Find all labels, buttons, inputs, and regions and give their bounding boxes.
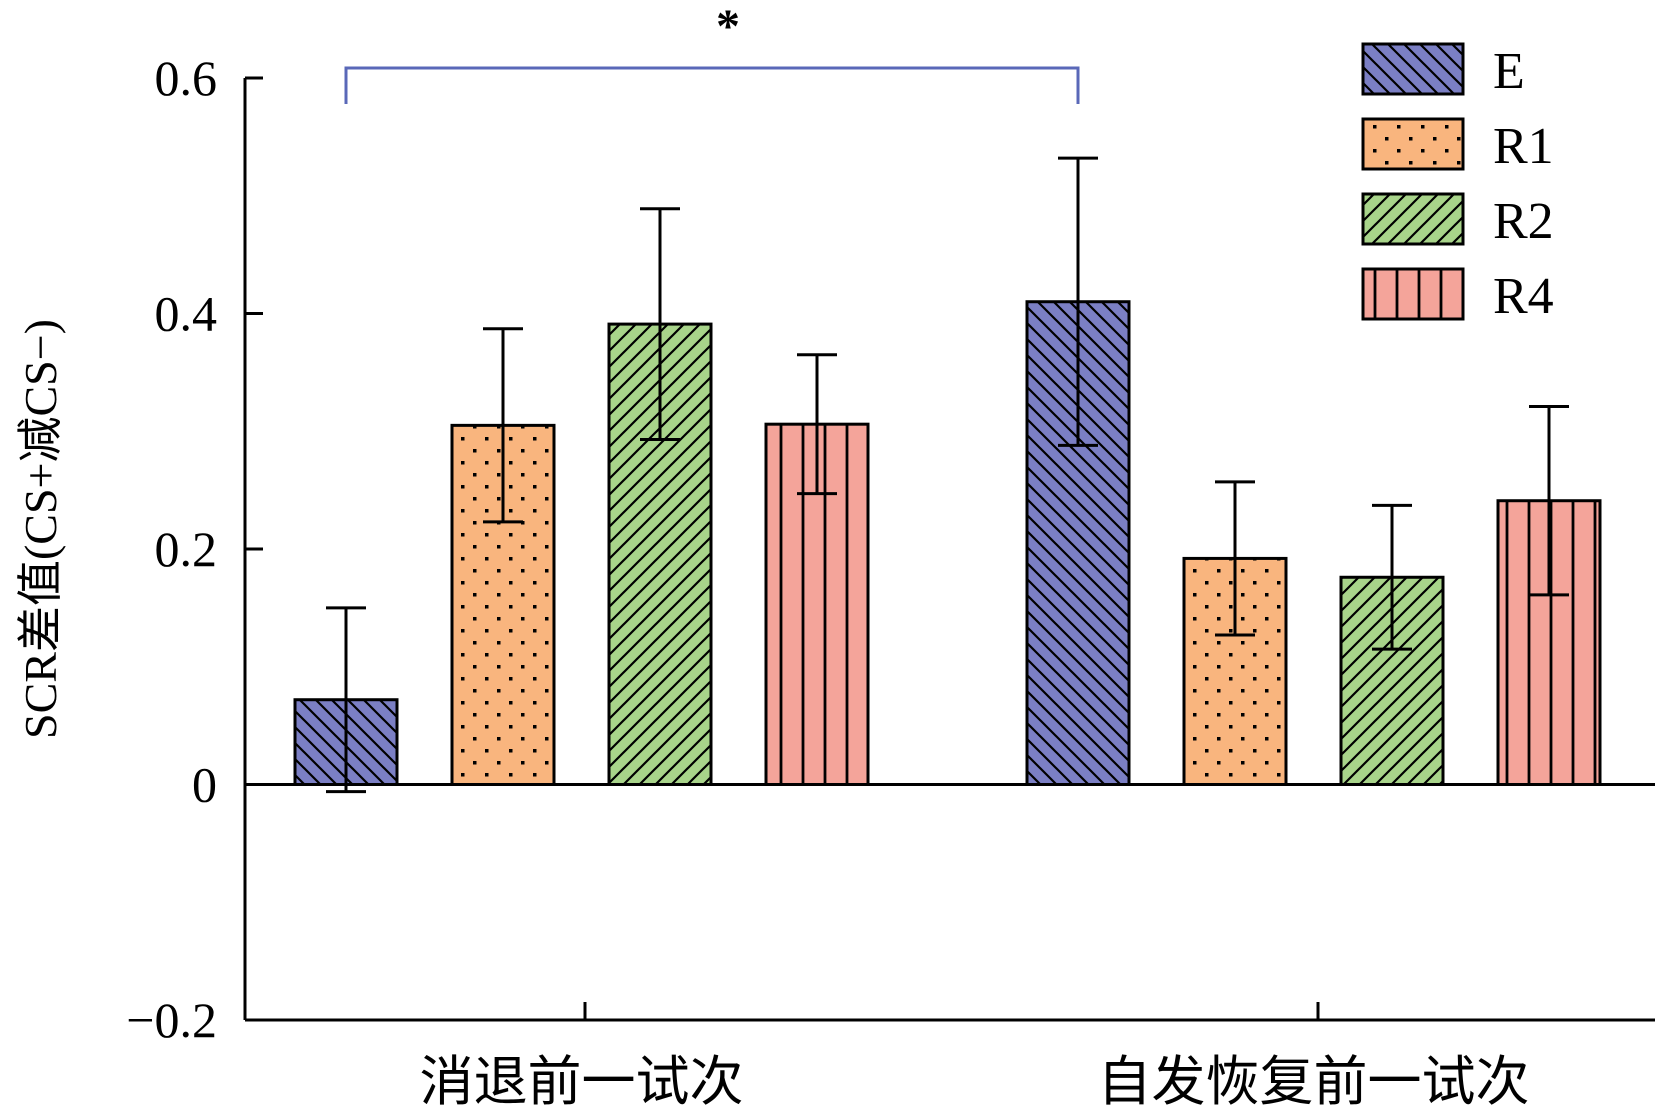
y-tick-label: −0.2 [126, 992, 217, 1048]
x-category-label: 自发恢复前一试次 [1098, 1052, 1530, 1112]
axes: 0.6 0.4 0.2 0 −0.2 SCR差值(CS+减CS−) 消退前一试次 自发恢复前一… [15, 50, 1655, 1112]
x-category-label: 消退前一试次 [420, 1052, 744, 1112]
error-bars [326, 156, 1569, 794]
y-tick-label: 0 [192, 757, 217, 813]
legend-label: E [1493, 43, 1525, 100]
y-tick-label: 0.4 [155, 286, 218, 342]
bars [293, 300, 1602, 787]
legend-swatch [1361, 42, 1465, 96]
legend-swatch [1361, 117, 1465, 171]
legend-label: R1 [1493, 118, 1554, 175]
significance-annotation: * [344, 0, 1080, 104]
y-tick-label: 0.6 [155, 50, 218, 106]
y-tick-label: 0.2 [155, 521, 218, 577]
significance-bracket [344, 66, 1080, 104]
y-axis-title: SCR差值(CS+减CS−) [15, 319, 66, 739]
significance-star: * [716, 0, 740, 53]
legend-swatch [1361, 192, 1465, 246]
legend-label: R2 [1493, 193, 1554, 250]
legend-label: R4 [1493, 268, 1554, 325]
legend: E R1 R2 R4 [1361, 42, 1554, 325]
legend-swatch [1361, 267, 1465, 321]
